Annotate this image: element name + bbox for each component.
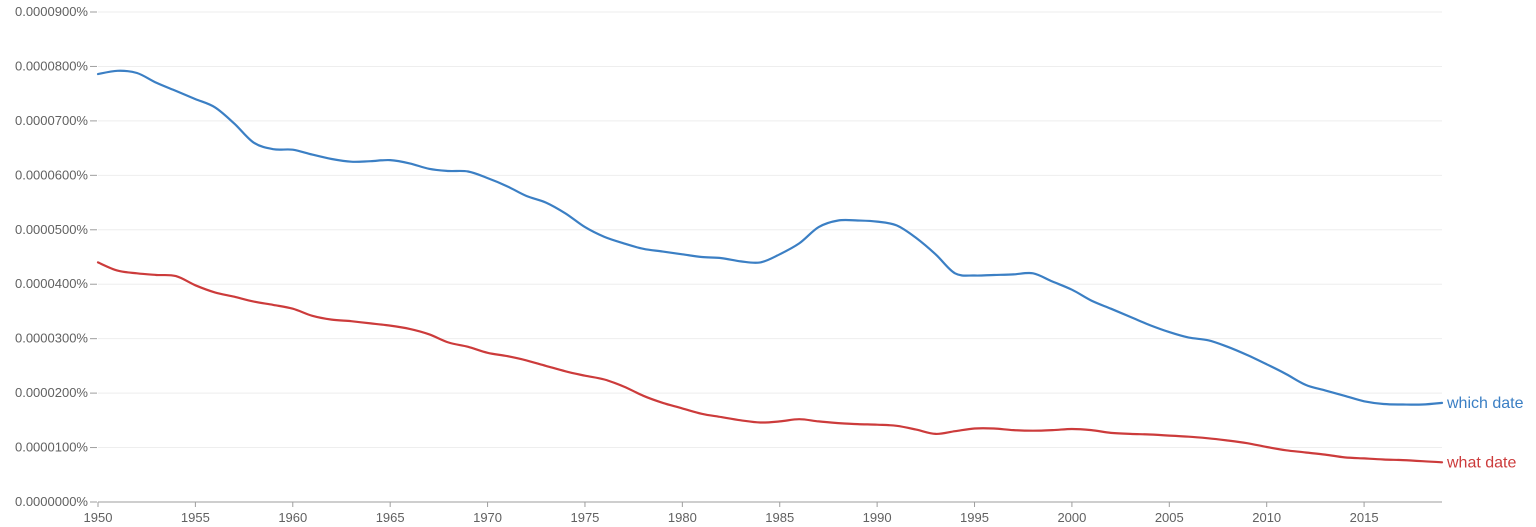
y-tick-label: 0.0000000% [15, 494, 88, 509]
y-tick-label: 0.0000600% [15, 167, 88, 182]
y-tick-label: 0.0000400% [15, 276, 88, 291]
y-tick-label: 0.0000100% [15, 440, 88, 455]
series-label-what-date: what date [1446, 454, 1516, 471]
y-tick-label: 0.0000800% [15, 58, 88, 73]
x-tick-label: 2010 [1252, 510, 1281, 525]
y-tick-label: 0.0000500% [15, 222, 88, 237]
x-tick-label: 1975 [570, 510, 599, 525]
series-line-what-date [96, 261, 1444, 464]
series-lines [96, 69, 1444, 464]
x-tick-label: 2005 [1155, 510, 1184, 525]
y-tick-label: 0.0000200% [15, 385, 88, 400]
x-tick-label: 1970 [473, 510, 502, 525]
x-tick-label: 1995 [960, 510, 989, 525]
gridlines [98, 11, 1442, 449]
x-axis: 1950 1955 1960 1965 1970 1975 1980 1985 1990 1995… [84, 501, 1442, 525]
series-labels: which date what date [1446, 395, 1524, 471]
x-tick-label: 2000 [1057, 510, 1086, 525]
x-tick-label: 1955 [181, 510, 210, 525]
y-tick-label: 0.0000300% [15, 331, 88, 346]
x-tick-label: 1960 [278, 510, 307, 525]
x-tick-label: 2015 [1350, 510, 1379, 525]
x-tick-label: 1985 [765, 510, 794, 525]
x-tick-label: 1950 [84, 510, 113, 525]
series-line-which-date [96, 69, 1444, 406]
y-tick-label: 0.0000700% [15, 113, 88, 128]
y-tick-label: 0.0000900% [15, 4, 88, 19]
x-tick-label: 1980 [668, 510, 697, 525]
x-tick-label: 1965 [376, 510, 405, 525]
x-tick-label: 1990 [863, 510, 892, 525]
series-label-which-date: which date [1446, 395, 1524, 412]
y-axis: 0.0000000% 0.0000100% 0.0000200% 0.0000300%… [15, 4, 97, 509]
